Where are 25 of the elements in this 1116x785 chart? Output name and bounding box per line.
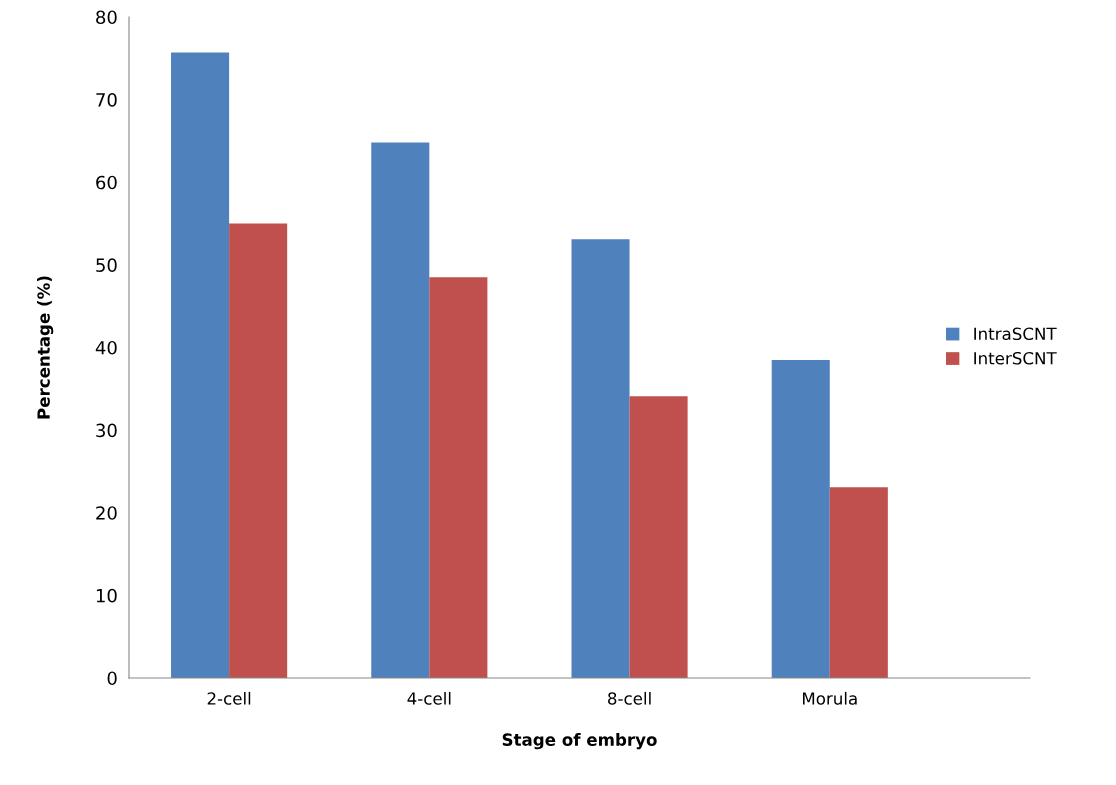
bar: [171, 52, 230, 678]
bar: [429, 277, 488, 678]
x-tick-label: 8-cell: [608, 691, 651, 705]
y-tick-label: 40: [95, 340, 117, 355]
y-tick-label: 0: [107, 671, 117, 686]
x-tick-label: Morula: [803, 691, 857, 705]
bar: [571, 239, 630, 678]
x-axis-title: Stage of embryo: [502, 733, 657, 750]
bar: [229, 223, 288, 678]
bar: [629, 396, 688, 678]
bar: [371, 142, 430, 678]
y-tick-label: 80: [96, 10, 117, 25]
y-tick-label: 70: [96, 93, 117, 107]
bar: [771, 359, 830, 678]
y-tick-label: 20: [96, 506, 117, 520]
bar: [829, 487, 888, 678]
legend-label: IntraSCNT: [974, 327, 1057, 341]
legend-label: InterSCNT: [974, 351, 1057, 365]
x-tick-label: 4-cell: [407, 691, 451, 705]
y-tick-label: 60: [96, 175, 117, 190]
y-tick-label: 10: [96, 588, 117, 603]
y-tick-label: 50: [96, 258, 117, 272]
y-axis-title: Percentage (%): [37, 276, 54, 419]
y-tick-label: 30: [96, 423, 117, 438]
x-tick-label: 2-cell: [207, 691, 251, 705]
